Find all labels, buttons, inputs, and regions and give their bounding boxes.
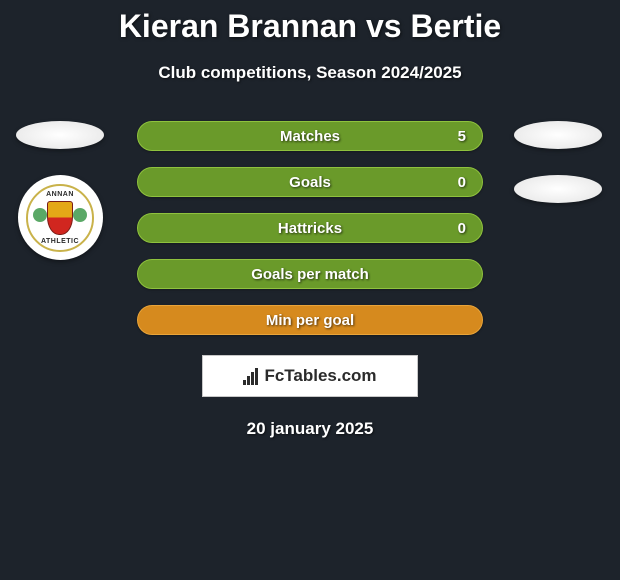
- club-badge-inner: ANNAN ATHLETIC: [26, 184, 94, 252]
- comparison-widget: Kieran Brannan vs Bertie Club competitio…: [0, 0, 620, 439]
- shield-icon: [47, 201, 73, 235]
- page-title: Kieran Brannan vs Bertie: [0, 8, 620, 45]
- source-logo-box: FcTables.com: [202, 355, 418, 397]
- stat-label: Hattricks: [278, 220, 342, 237]
- stat-row: Goals 0: [137, 167, 483, 197]
- thistle-icon: [73, 208, 87, 222]
- stat-row: Matches 5: [137, 121, 483, 151]
- comparison-body: ANNAN ATHLETIC Matches5Goals0Hattricks0G…: [0, 121, 620, 335]
- stat-row: Hattricks 0: [137, 213, 483, 243]
- badge-text-top: ANNAN: [46, 191, 74, 198]
- left-player-column: ANNAN ATHLETIC: [16, 121, 104, 260]
- stat-row: Goals per match: [137, 259, 483, 289]
- player-photo-placeholder: [16, 121, 104, 149]
- source-logo-text: FcTables.com: [264, 366, 376, 386]
- stat-row: Min per goal: [137, 305, 483, 335]
- player-photo-placeholder: [514, 121, 602, 149]
- stat-value-right: 5: [458, 128, 466, 145]
- stat-label: Goals: [289, 174, 331, 191]
- snapshot-date: 20 january 2025: [0, 419, 620, 439]
- stat-label: Min per goal: [266, 312, 354, 329]
- stat-rows: Matches 5 Goals 0 Hattricks 0 Goals per match M…: [137, 121, 483, 335]
- stat-label: Goals per match: [251, 266, 369, 283]
- bar-chart-icon: [243, 368, 258, 385]
- thistle-icon: [33, 208, 47, 222]
- right-player-column: [514, 121, 602, 203]
- stat-value-right: 0: [458, 174, 466, 191]
- club-badge-annan: ANNAN ATHLETIC: [18, 175, 103, 260]
- subtitle: Club competitions, Season 2024/2025: [0, 63, 620, 83]
- stat-label: Matches: [280, 128, 340, 145]
- club-badge-placeholder: [514, 175, 602, 203]
- badge-text-bottom: ATHLETIC: [41, 238, 79, 245]
- stat-value-right: 0: [458, 220, 466, 237]
